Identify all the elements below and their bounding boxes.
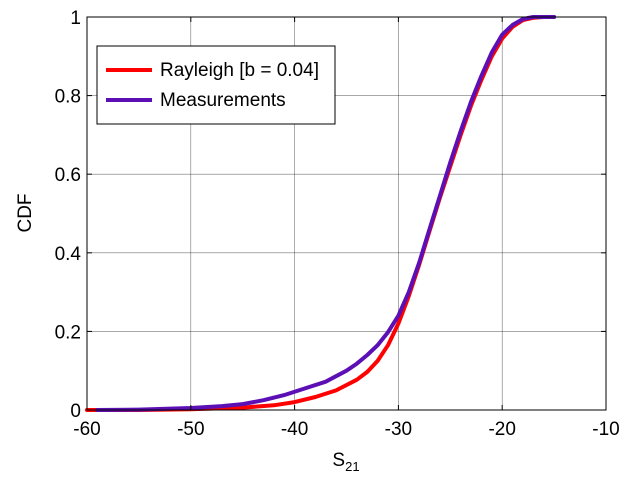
- y-tick-label: 0: [70, 401, 81, 422]
- x-tick-label: -20: [488, 419, 515, 440]
- axis-ticks: [86, 16, 607, 411]
- y-tick-label: 1: [70, 8, 81, 29]
- x-tick-label: -60: [73, 419, 100, 440]
- y-tick-label: 0.6: [55, 165, 81, 186]
- y-axis-label: CDF: [15, 193, 36, 232]
- x-axis-label-subscript: 21: [345, 459, 359, 474]
- y-tick-label: 0.4: [55, 244, 82, 265]
- x-tick-label: -50: [177, 419, 204, 440]
- x-tick-label: -10: [592, 419, 619, 440]
- legend-box: [96, 45, 336, 125]
- legend-label-rayleigh: Rayleigh [b = 0.04]: [160, 60, 319, 81]
- y-tick-label: 0.8: [55, 87, 81, 108]
- series-line-measurements: [95, 15, 557, 412]
- legend-label-measurements: Measurements: [160, 90, 286, 111]
- plot-border: [86, 16, 607, 411]
- x-axis-label: S21: [332, 450, 359, 474]
- x-axis-label-main: S: [332, 450, 345, 471]
- x-tick-label: -40: [281, 419, 308, 440]
- x-tick-label: -30: [385, 419, 412, 440]
- legend: Rayleigh [b = 0.04] Measurements: [96, 45, 336, 125]
- tick-labels: -60 -50 -40 -30 -20 -10 0 0.2 0.4 0.6 0.8 1: [55, 8, 620, 440]
- series-lines: [85, 15, 557, 412]
- y-tick-label: 0.2: [55, 322, 81, 343]
